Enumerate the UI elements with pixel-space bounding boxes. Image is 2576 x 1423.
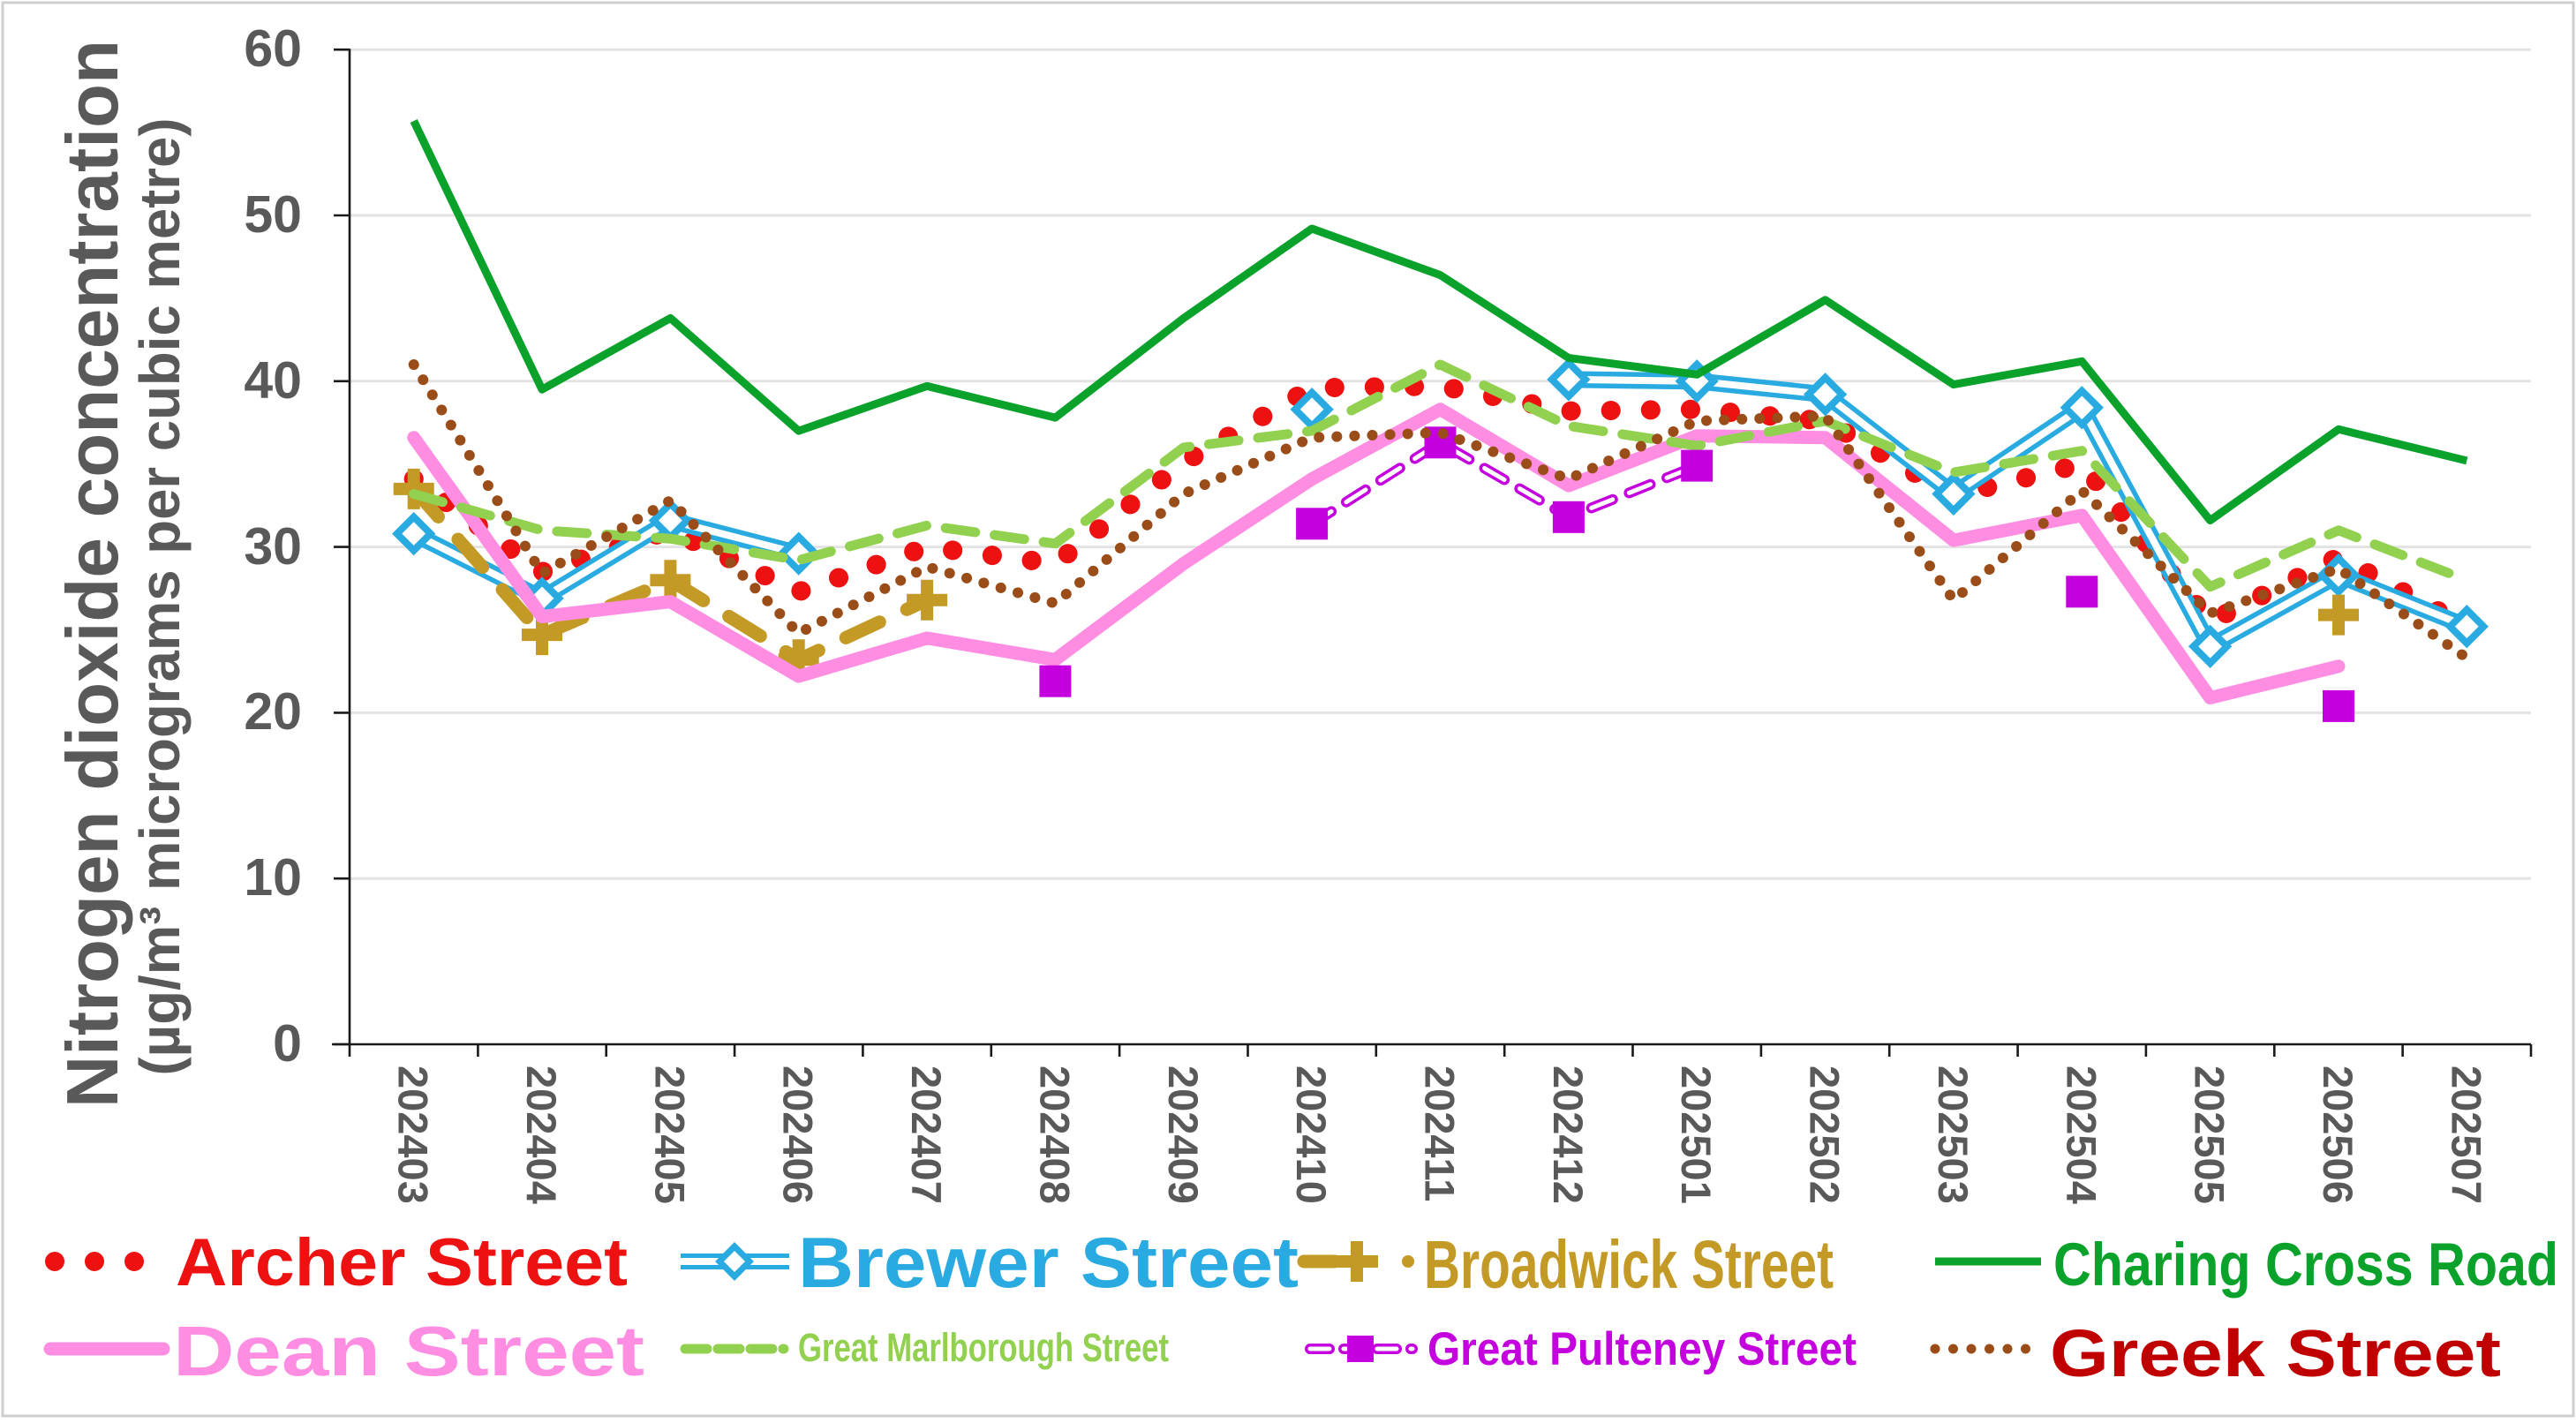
svg-text:202507: 202507	[2443, 1065, 2489, 1204]
svg-text:202403: 202403	[390, 1065, 437, 1204]
svg-text:Nitrogen dioxide concentration: Nitrogen dioxide concentration	[51, 40, 133, 1108]
svg-text:Dean Street: Dean Street	[173, 1312, 644, 1390]
svg-text:(µg/m³ micrograms per cubic me: (µg/m³ micrograms per cubic metre)	[128, 118, 192, 1076]
svg-text:202411: 202411	[1417, 1065, 1464, 1201]
svg-text:20: 20	[244, 682, 302, 741]
svg-text:30: 30	[244, 517, 302, 576]
svg-text:202505: 202505	[2187, 1065, 2233, 1204]
svg-text:202407: 202407	[903, 1065, 950, 1204]
svg-text:202405: 202405	[646, 1065, 693, 1204]
svg-text:202410: 202410	[1288, 1065, 1335, 1204]
svg-text:202502: 202502	[1802, 1065, 1849, 1204]
svg-text:202506: 202506	[2315, 1065, 2361, 1204]
svg-text:Brewer Street: Brewer Street	[798, 1223, 1299, 1303]
svg-text:Great Pulteney Street: Great Pulteney Street	[1427, 1323, 1857, 1375]
svg-text:Greek Street: Greek Street	[2050, 1316, 2501, 1390]
svg-text:202404: 202404	[518, 1065, 565, 1204]
svg-text:Great Marlborough Street: Great Marlborough Street	[798, 1325, 1169, 1370]
svg-text:60: 60	[244, 19, 302, 78]
svg-text:202503: 202503	[1930, 1065, 1977, 1204]
svg-text:Archer Street: Archer Street	[176, 1225, 628, 1300]
svg-text:202412: 202412	[1545, 1065, 1592, 1204]
svg-text:202408: 202408	[1031, 1065, 1078, 1204]
svg-text:202406: 202406	[775, 1065, 822, 1204]
svg-text:202409: 202409	[1160, 1065, 1207, 1204]
svg-text:202501: 202501	[1673, 1065, 1720, 1204]
svg-text:Charing Cross Road: Charing Cross Road	[2053, 1231, 2558, 1299]
svg-text:40: 40	[244, 351, 302, 410]
svg-text:Broadwick Street: Broadwick Street	[1424, 1227, 1834, 1303]
svg-text:50: 50	[244, 185, 302, 244]
svg-text:10: 10	[244, 848, 302, 907]
svg-text:0: 0	[273, 1014, 302, 1073]
svg-text:202504: 202504	[2058, 1065, 2105, 1204]
